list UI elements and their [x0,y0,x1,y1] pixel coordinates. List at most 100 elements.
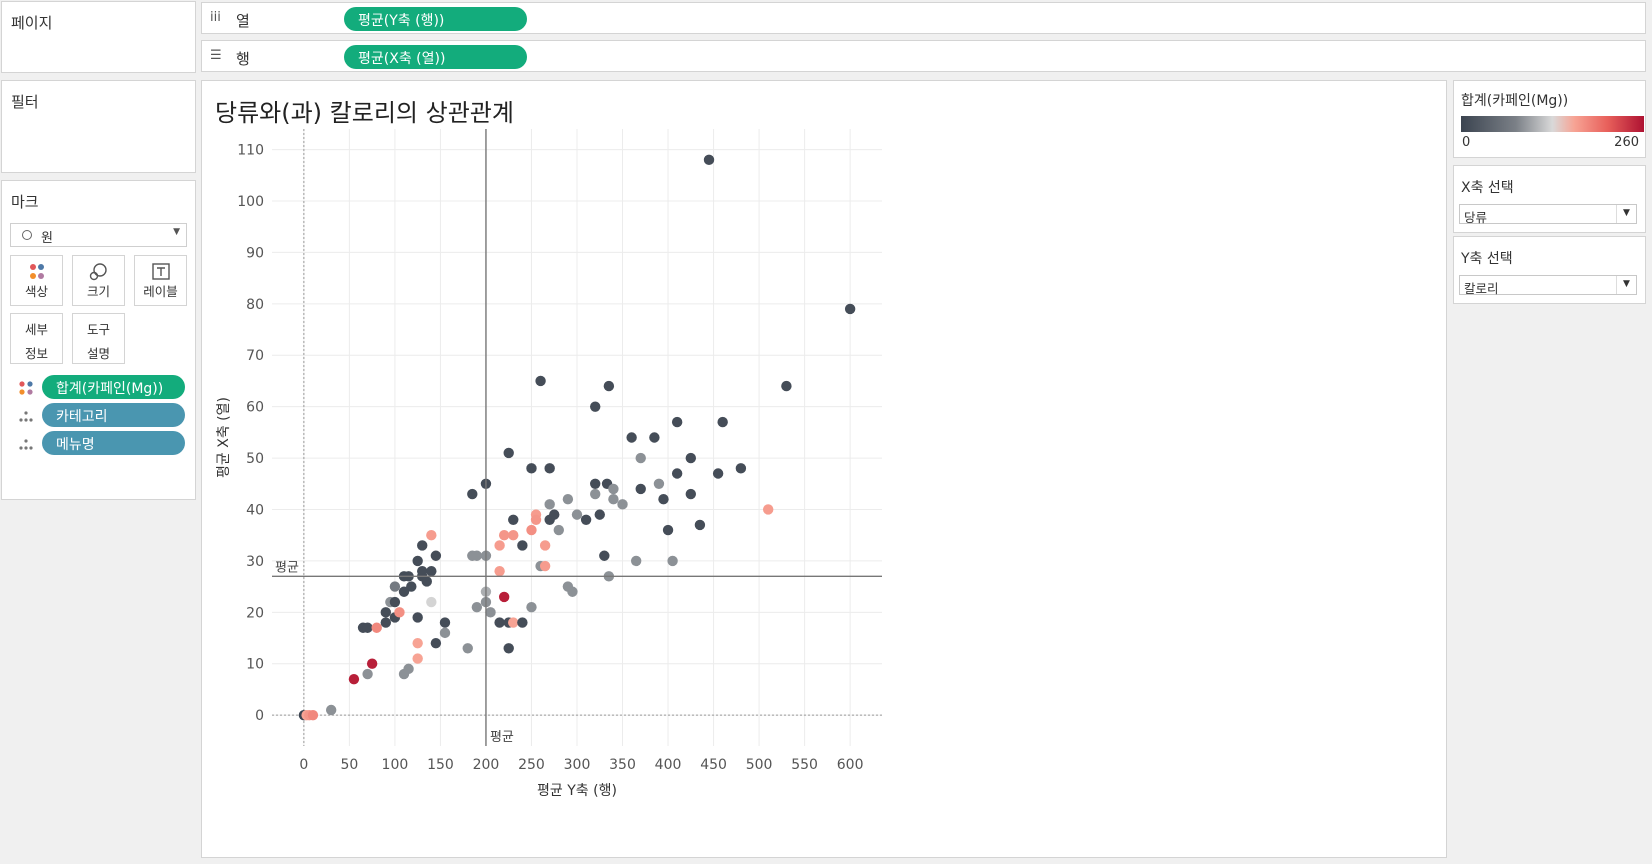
y-param-title: Y축 선택 [1461,251,1513,267]
detail-label-1: 세부 [24,322,48,337]
data-point [508,529,519,541]
data-point [617,499,628,510]
data-point [653,478,665,489]
data-point [671,416,683,428]
tooltip-label-2: 설명 [86,346,110,361]
rows-pill[interactable]: 평균(X축 (열)) [344,45,527,69]
y-tick-label: 100 [237,194,264,210]
data-point [539,560,551,572]
mark-type-value: 원 [41,231,53,246]
rows-label: 행 [236,50,250,68]
rows-shelf[interactable]: ☰ 행 평균(X축 (열)) [201,40,1646,72]
data-point [517,540,528,551]
x-param-value: 당류 [1464,210,1488,225]
data-point [539,540,551,551]
category-pill[interactable]: 카테고리 [42,403,185,427]
y-param-dropdown[interactable]: 칼로리 ▼ [1459,275,1637,296]
x-tick-label: 100 [382,757,409,773]
data-point [762,504,774,515]
filters-panel[interactable]: 필터 [1,80,196,173]
data-point [508,514,519,525]
y-tick-label: 30 [246,554,264,570]
data-point [553,524,564,536]
data-point [649,432,660,443]
data-point [389,596,401,608]
data-point [421,576,432,587]
data-point [590,478,601,489]
x-tick-label: 0 [299,757,308,773]
chevron-down-icon: ▼ [1616,276,1636,294]
data-point [439,617,451,628]
chevron-down-icon: ▼ [173,227,180,237]
data-point [439,627,451,639]
y-parameter: Y축 선택 칼로리 ▼ [1453,236,1646,304]
size-icon [73,262,124,284]
data-point [380,617,392,628]
size-button[interactable]: 크기 [72,255,125,306]
columns-shelf[interactable]: iii 열 평균(Y축 (행)) [201,2,1646,34]
mark-type-dropdown[interactable]: 원 ▼ [10,223,187,247]
detail-dots-icon [19,439,33,450]
legend-min: 0 [1462,135,1471,150]
menu-field-row: 메뉴명 [18,431,188,455]
color-field-row: 합계(카페인(Mg)) [18,375,188,399]
label-button[interactable]: 레이블 [134,255,187,306]
data-point [635,483,646,495]
y-param-value: 칼로리 [1464,281,1499,296]
x-param-dropdown[interactable]: 당류 ▼ [1459,204,1637,225]
data-point [426,565,437,577]
data-point [526,463,537,474]
data-point [567,586,578,597]
data-point [362,622,373,633]
data-point [671,468,683,479]
data-point [667,555,678,567]
color-legend[interactable]: 합계(카페인(Mg)) 0 260 [1453,80,1646,158]
columns-pill[interactable]: 평균(Y축 (행)) [344,7,527,31]
marks-title: 마크 [11,193,39,211]
data-point [590,401,601,412]
y-tick-label: 90 [246,245,264,261]
rows-icon: ☰ [210,48,222,63]
x-tick-label: 550 [791,757,818,773]
y-tick-label: 0 [255,708,264,724]
data-point [412,555,423,567]
data-point [694,519,706,531]
marks-card: 마크 원 ▼ 색상 크기 레이블 세부 정보 도구 설명 합계(카페인(Mg))… [1,180,196,500]
y-tick-label: 60 [246,400,264,416]
data-point [498,529,510,541]
scatter-chart[interactable]: 0 50 100 150 200 250 300 350 400 450 500 550 600 0 10 2… [202,81,1446,857]
x-tick-label: 300 [564,757,591,773]
data-point [462,643,473,654]
data-point [508,617,519,628]
menu-pill[interactable]: 메뉴명 [42,431,185,455]
data-point [526,524,537,536]
data-point [599,550,610,561]
data-point [571,509,583,520]
detail-button[interactable]: 세부 정보 [10,313,63,364]
data-point [517,617,528,628]
data-point [362,668,373,680]
filters-title: 필터 [11,93,39,111]
data-point [403,663,414,675]
y-tick-label: 70 [246,348,264,364]
caffeine-pill[interactable]: 합계(카페인(Mg)) [42,375,185,399]
viz-panel: 당류와(과) 칼로리의 상관관계 0 50 100 150 200 250 300 350 40… [201,80,1447,858]
color-dots-icon [19,381,33,395]
data-point [630,555,642,567]
data-point [307,709,319,721]
pages-panel[interactable]: 페이지 [1,1,196,73]
data-point [662,524,674,536]
data-point [412,637,423,649]
color-button[interactable]: 색상 [10,255,63,306]
data-point [406,581,417,592]
tooltip-label-1: 도구 [86,322,110,337]
x-tick-label: 250 [518,757,545,773]
data-point [712,468,724,479]
x-parameter: X축 선택 당류 ▼ [1453,165,1646,233]
tooltip-button[interactable]: 도구 설명 [72,313,125,364]
data-point [494,565,505,577]
data-point [426,596,437,608]
data-point [608,494,619,505]
data-point [430,637,442,649]
x-tick-label: 50 [340,757,358,773]
